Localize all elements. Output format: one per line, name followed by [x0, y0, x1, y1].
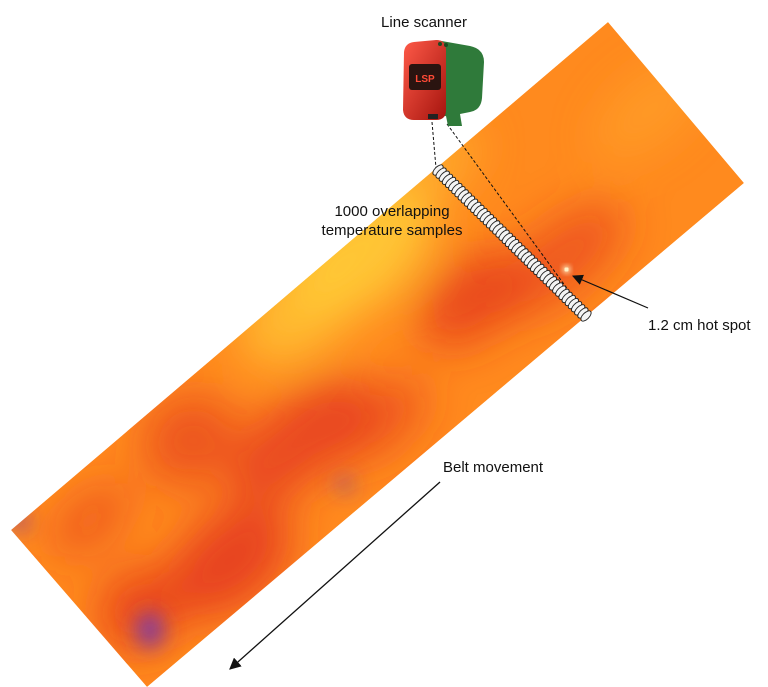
belt-base [11, 22, 744, 687]
scanner-logo: LSP [415, 74, 435, 85]
hot-spot-pointer-arrow [572, 274, 649, 309]
temperature-sample [580, 310, 592, 322]
scanner-button-1 [438, 42, 442, 46]
scanner-view-line-right [446, 123, 586, 314]
scanner-lens [428, 114, 438, 119]
line-scanner-label: Line scanner [381, 14, 467, 31]
thermal-belt-image [11, 22, 744, 687]
hot-spot-core [564, 267, 569, 272]
samples-label-line2: temperature samples [322, 222, 463, 239]
scanner-housing [436, 40, 484, 126]
sample-row [432, 164, 592, 322]
hot-spot-label: 1.2 cm hot spot [648, 317, 751, 334]
scanner-button-2 [444, 43, 448, 47]
scanner-display [409, 64, 441, 90]
belt-movement-arrow [229, 481, 441, 670]
line-scanner-device: LSP [403, 40, 484, 126]
belt-movement-label: Belt movement [443, 459, 544, 476]
scanner-view-line-left [431, 121, 437, 169]
samples-label-line1: 1000 overlapping [334, 203, 449, 220]
